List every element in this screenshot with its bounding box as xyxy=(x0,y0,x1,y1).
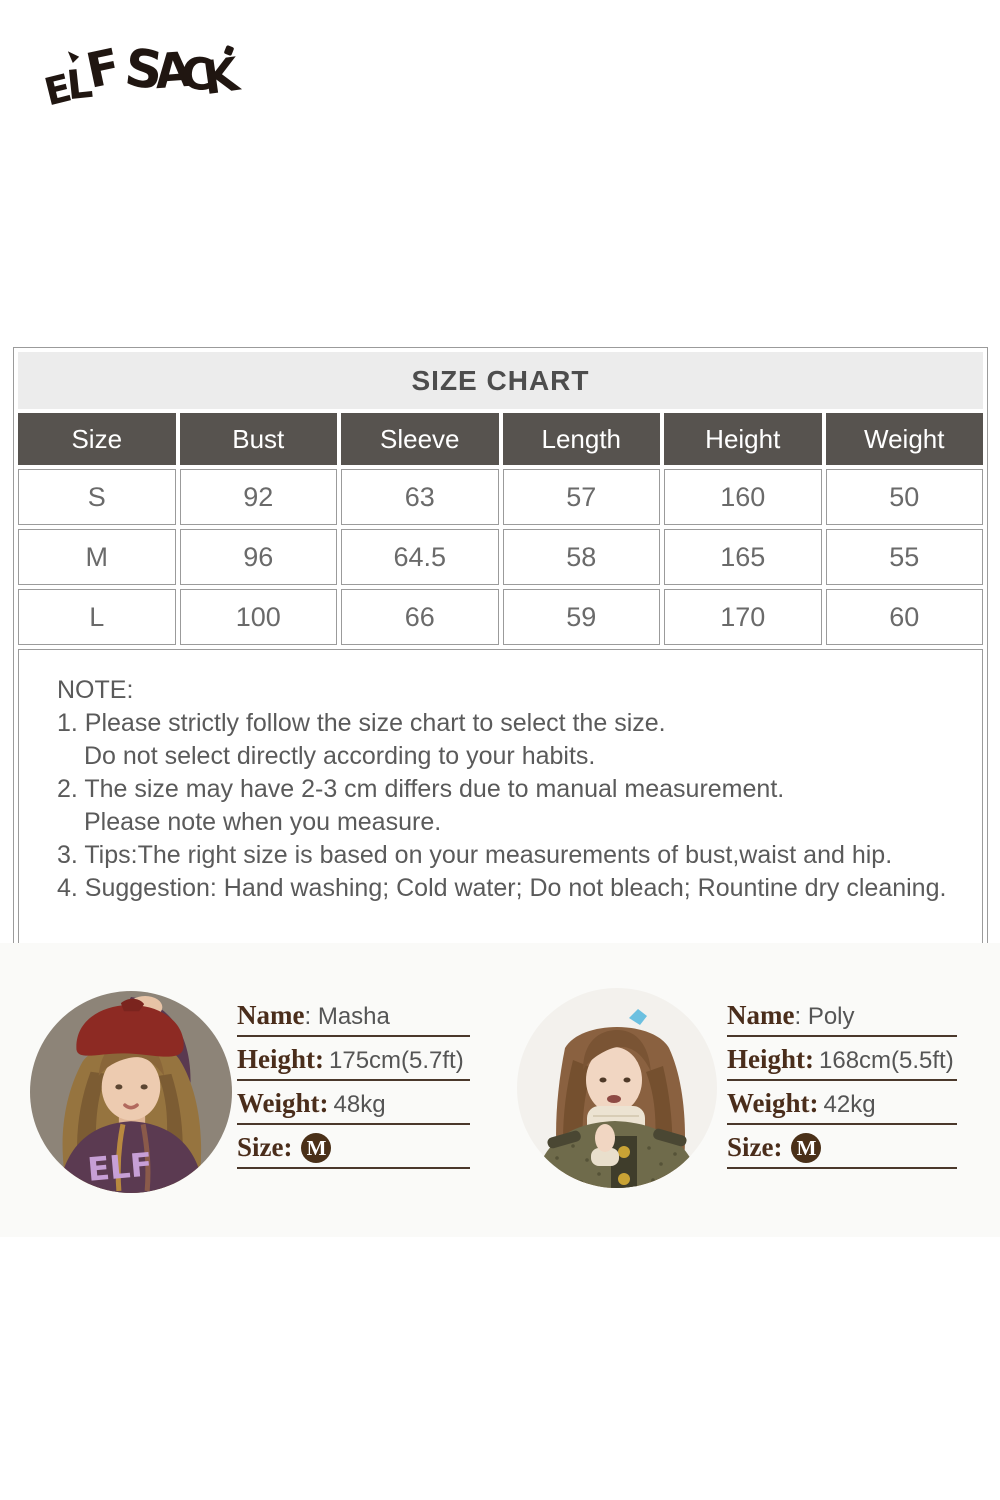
column-header-row: Size Bust Sleeve Length Height Weight xyxy=(18,413,983,465)
height-label: Height: xyxy=(727,1044,814,1074)
size-row-s: S 92 63 57 160 50 xyxy=(18,469,983,525)
cell-bust: 96 xyxy=(179,529,337,585)
cell-height: 170 xyxy=(664,589,822,645)
cell-length: 58 xyxy=(502,529,660,585)
note-section: NOTE: 1. Please strictly follow the size… xyxy=(18,649,983,962)
cell-size: S xyxy=(18,469,176,525)
column-header-length: Length xyxy=(502,413,660,465)
cell-sleeve: 63 xyxy=(341,469,499,525)
cell-size: L xyxy=(18,589,176,645)
size-row: Size: M xyxy=(237,1125,470,1169)
weight-value: 42kg xyxy=(823,1090,876,1118)
cell-weight: 60 xyxy=(825,589,983,645)
cell-weight: 55 xyxy=(825,529,983,585)
elfsack-logo: E L F S A C K xyxy=(40,38,243,125)
cell-length: 57 xyxy=(502,469,660,525)
size-row: Size: M xyxy=(727,1125,957,1169)
weight-row: Weight: 42kg xyxy=(727,1081,957,1125)
cell-length: 59 xyxy=(502,589,660,645)
cell-sleeve: 64.5 xyxy=(341,529,499,585)
cell-sleeve: 66 xyxy=(341,589,499,645)
name-label: Name xyxy=(237,1000,305,1030)
name-value: : Masha xyxy=(304,1002,390,1030)
column-header-weight: Weight xyxy=(825,413,983,465)
size-row-l: L 100 66 59 170 60 xyxy=(18,589,983,645)
cell-bust: 92 xyxy=(179,469,337,525)
name-label: Name xyxy=(727,1000,795,1030)
poly-portrait-illustration xyxy=(517,988,717,1188)
logo-letter: K xyxy=(199,46,243,106)
size-badge: M xyxy=(301,1133,332,1163)
height-row: Height: 175cm(5.7ft) xyxy=(237,1037,470,1081)
name-value: : Poly xyxy=(794,1002,855,1030)
note-line-1b: Do not select directly according to your… xyxy=(84,742,596,770)
cell-height: 160 xyxy=(664,469,822,525)
masha-portrait-illustration: ELF xyxy=(30,991,232,1193)
model-info-masha: Name : Masha Height: 175cm(5.7ft) Weight… xyxy=(237,993,470,1169)
models-section: ELF Name : Masha Height: 175cm(5.7ft) We… xyxy=(0,943,1000,1237)
size-label: Size: xyxy=(237,1132,293,1162)
note-row: NOTE: 1. Please strictly follow the size… xyxy=(18,649,983,962)
note-line-4: 4. Suggestion: Hand washing; Cold water;… xyxy=(57,874,947,902)
model-info-poly: Name : Poly Height: 168cm(5.5ft) Weight:… xyxy=(727,993,957,1169)
note-line-2: 2. The size may have 2-3 cm differs due … xyxy=(57,775,785,803)
size-chart-title: SIZE CHART xyxy=(18,352,983,409)
note-title: NOTE: xyxy=(57,676,134,704)
note-line-2b: Please note when you measure. xyxy=(84,808,442,836)
weight-label: Weight: xyxy=(727,1088,819,1118)
height-value: 175cm(5.7ft) xyxy=(329,1046,464,1074)
name-row: Name : Poly xyxy=(727,993,957,1037)
note-line-3: 3. Tips:The right size is based on your … xyxy=(57,841,893,869)
column-header-height: Height xyxy=(664,413,822,465)
cell-weight: 50 xyxy=(825,469,983,525)
name-row: Name : Masha xyxy=(237,993,470,1037)
cell-height: 165 xyxy=(664,529,822,585)
note-line-1: 1. Please strictly follow the size chart… xyxy=(57,709,666,737)
size-chart-table: SIZE CHART Size Bust Sleeve Length Heigh… xyxy=(13,347,988,967)
size-label: Size: xyxy=(727,1132,783,1162)
height-label: Height: xyxy=(237,1044,324,1074)
svg-text:ELF: ELF xyxy=(86,1145,154,1188)
column-header-sleeve: Sleeve xyxy=(341,413,499,465)
size-chart-title-row: SIZE CHART xyxy=(18,352,983,409)
column-header-size: Size xyxy=(18,413,176,465)
weight-value: 48kg xyxy=(333,1090,386,1118)
weight-row: Weight: 48kg xyxy=(237,1081,470,1125)
model-photo-masha: ELF xyxy=(30,991,232,1193)
size-badge: M xyxy=(791,1133,822,1163)
size-row-m: M 96 64.5 58 165 55 xyxy=(18,529,983,585)
cell-size: M xyxy=(18,529,176,585)
height-value: 168cm(5.5ft) xyxy=(819,1046,954,1074)
column-header-bust: Bust xyxy=(179,413,337,465)
weight-label: Weight: xyxy=(237,1088,329,1118)
cell-bust: 100 xyxy=(179,589,337,645)
model-photo-poly xyxy=(517,988,717,1188)
height-row: Height: 168cm(5.5ft) xyxy=(727,1037,957,1081)
